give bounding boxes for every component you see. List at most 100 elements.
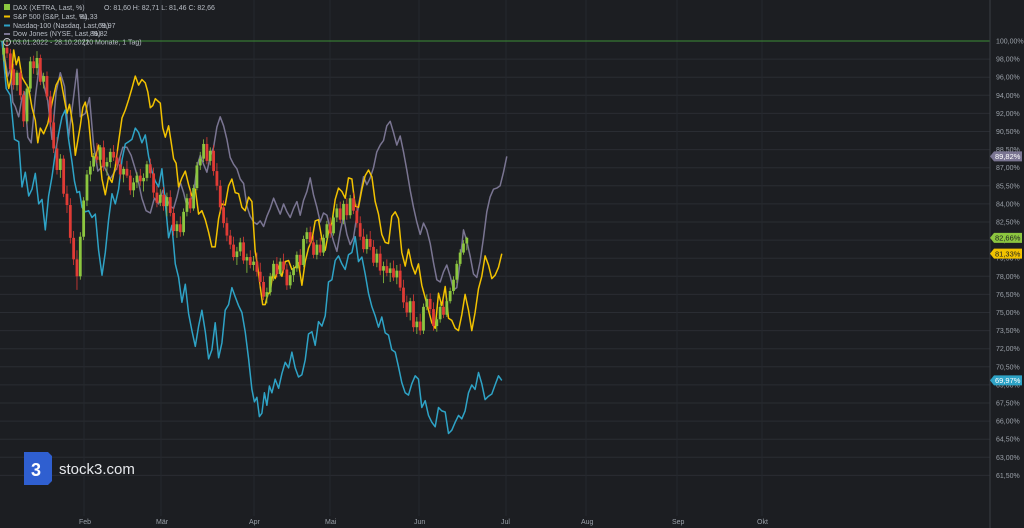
candle [252, 255, 255, 271]
candle-body [165, 197, 169, 207]
candle [55, 137, 59, 175]
line-icon [4, 24, 10, 27]
candle-body [115, 157, 119, 165]
logo-text: stock3.com [59, 461, 135, 478]
candle-body [232, 244, 235, 258]
candle [375, 249, 379, 268]
candle-body [2, 47, 6, 55]
candle [288, 271, 292, 289]
candle [185, 193, 189, 217]
candle [2, 42, 6, 62]
candle-body [288, 275, 292, 286]
candle [315, 240, 319, 260]
series-line [1, 40, 503, 332]
candle-body [218, 185, 222, 208]
last-value-label: 81,33% [995, 249, 1021, 258]
candle-body [215, 171, 219, 186]
legend-sp500-value: 81,33 [80, 14, 98, 21]
candle-body [318, 244, 322, 253]
candle-body [348, 198, 352, 216]
candle [178, 216, 182, 237]
candle [132, 177, 136, 198]
candle-body [22, 95, 26, 122]
period-range: 03.01.2022 - 28.10.2022 [13, 40, 89, 47]
candle-body [258, 271, 262, 282]
candle [332, 214, 335, 236]
y-tick-label: 87,00% [996, 165, 1020, 172]
candle [12, 63, 16, 90]
candle-body [378, 253, 382, 271]
candle-body [85, 174, 89, 201]
candle [412, 294, 415, 332]
candle [145, 160, 149, 182]
candle [35, 51, 39, 75]
candle-body [72, 237, 76, 260]
candle-body [245, 257, 249, 261]
candle [262, 276, 265, 301]
y-tick-label: 88,50% [996, 147, 1020, 154]
candle [85, 169, 89, 207]
series-line [1, 40, 508, 291]
candle [318, 237, 322, 256]
candle-body [398, 270, 402, 288]
x-tick-label: Feb [79, 519, 91, 526]
y-axis: 100,00% 98,00% 96,00% 94,00% 92,00% 90,50% 88,… [989, 0, 1024, 528]
y-tick-label: 100,00% [996, 39, 1024, 46]
candle [328, 217, 332, 238]
candle [275, 257, 279, 278]
candle [48, 90, 52, 127]
candle [158, 189, 162, 207]
candle-body [68, 205, 72, 238]
candle [135, 172, 139, 189]
candle [442, 300, 445, 319]
candle-body [12, 69, 16, 86]
candle [45, 71, 49, 100]
candle-body [162, 194, 166, 207]
candle-body [328, 224, 332, 234]
candle [462, 240, 465, 255]
candle-body [458, 252, 462, 264]
candle-body [132, 182, 136, 191]
legend-dow-name: Dow Jones (NYSE, Last, %) [13, 31, 101, 38]
candle-body [98, 147, 102, 160]
candle-body [92, 156, 96, 167]
candle [395, 264, 399, 285]
x-tick-label: Jun [414, 519, 425, 526]
candle-body [465, 237, 469, 244]
candle-body [195, 165, 199, 189]
candle-body [45, 76, 49, 97]
grid [0, 0, 990, 516]
candle [338, 201, 342, 224]
candle-body [152, 173, 156, 193]
legend-item-nasdaq: Nasdaq-100 (Nasdaq, Last, %) 69,97 [4, 23, 116, 30]
candle-body [238, 242, 242, 252]
candle-body [302, 238, 305, 265]
candle [32, 55, 36, 74]
candle [465, 236, 469, 251]
candle-body [315, 244, 319, 255]
candle-body [435, 319, 439, 327]
candle-body [105, 162, 109, 167]
candle [245, 253, 249, 273]
candle-body [242, 242, 245, 261]
candle-body [108, 151, 112, 163]
candle-body [175, 224, 179, 232]
candle-body [178, 224, 182, 233]
candle-body [345, 203, 349, 216]
candle [232, 236, 235, 261]
candle [322, 234, 325, 256]
y-tick-label: 61,50% [996, 473, 1020, 480]
candle-body [262, 281, 265, 297]
candle-body [202, 143, 205, 159]
candle-body [268, 276, 272, 293]
candle [65, 185, 69, 213]
x-tick-label: Apr [249, 519, 261, 526]
candle [215, 163, 219, 191]
candle-body [282, 261, 285, 270]
candle [172, 207, 175, 236]
candle-body [285, 269, 289, 286]
candle-body [265, 292, 269, 297]
y-tick-label: 72,00% [996, 346, 1020, 353]
y-tick-label: 79,50% [996, 256, 1020, 263]
candle [345, 198, 349, 220]
